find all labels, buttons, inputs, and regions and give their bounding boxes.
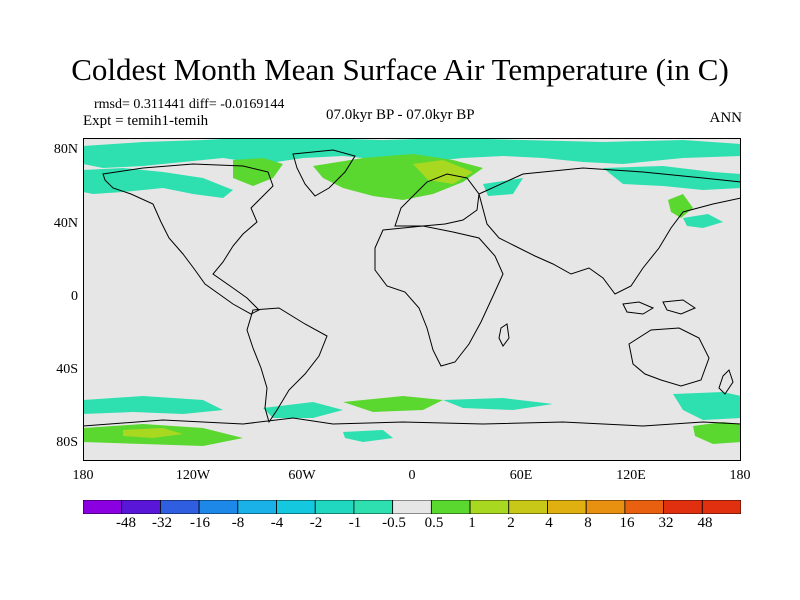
colorbar-label: -16 xyxy=(190,515,210,531)
period-label: 07.0kyr BP - 07.0kyr BP xyxy=(326,107,475,123)
colorbar-label: 8 xyxy=(584,515,592,531)
colorbar-swatch xyxy=(83,500,123,514)
colorbar-label: 2 xyxy=(507,515,515,531)
lon-label-120e: 120E xyxy=(616,468,646,483)
colorbar-swatch xyxy=(469,500,510,514)
colorbar-label: 48 xyxy=(697,515,713,531)
lat-label-40n: 40N xyxy=(53,216,78,231)
colorbar-label: -32 xyxy=(152,515,172,531)
world-map xyxy=(83,138,741,461)
colorbar-swatch xyxy=(160,500,200,514)
colorbar-label: -48 xyxy=(116,515,136,531)
lon-label-0: 0 xyxy=(408,468,416,483)
lon-label-60w: 60W xyxy=(288,468,316,483)
lon-label-120w: 120W xyxy=(175,468,211,483)
colorbar-swatch xyxy=(585,500,626,514)
colorbar xyxy=(83,500,741,514)
colorbar-swatch xyxy=(508,500,548,514)
colorbar-label: -1 xyxy=(348,515,362,531)
colorbar-label: -8 xyxy=(231,515,245,531)
colorbar-swatch xyxy=(430,500,471,514)
colorbar-swatch xyxy=(701,500,741,514)
colorbar-label: 32 xyxy=(658,515,674,531)
coastlines xyxy=(83,149,741,427)
colorbar-label: 4 xyxy=(545,515,553,531)
colorbar-swatch xyxy=(237,500,277,514)
lat-label-0: 0 xyxy=(71,289,78,304)
lon-label-60e: 60E xyxy=(509,468,533,483)
lat-label-80n: 80N xyxy=(53,142,78,157)
colorbar-label: 1 xyxy=(468,515,476,531)
colorbar-label: -2 xyxy=(309,515,323,531)
colorbar-swatch xyxy=(547,500,587,514)
colorbar-swatch xyxy=(198,500,239,514)
stats-text: rmsd= 0.311441 diff= -0.0169144 xyxy=(94,97,285,112)
colorbar-swatch xyxy=(392,500,432,514)
antarctic-anomalies xyxy=(83,392,741,446)
colorbar-swatch xyxy=(663,500,703,514)
map-frame xyxy=(83,138,741,461)
lon-label-180w: 180 xyxy=(72,468,94,483)
lat-label-40s: 40S xyxy=(56,362,78,377)
colorbar-label: -0.5 xyxy=(382,515,406,531)
colorbar-swatch xyxy=(121,500,161,514)
experiment-label: Expt = temih1-temih xyxy=(83,113,209,129)
colorbar-swatch xyxy=(314,500,355,514)
colorbar-label: -4 xyxy=(270,515,284,531)
colorbar-swatch xyxy=(276,500,316,514)
colorbar-label: 0.5 xyxy=(424,515,444,531)
plot-title: Coldest Month Mean Surface Air Temperatu… xyxy=(71,52,729,87)
lat-label-80s: 80S xyxy=(56,435,78,450)
lon-label-180e: 180 xyxy=(729,468,751,483)
colorbar-swatch xyxy=(353,500,394,514)
colorbar-swatch xyxy=(624,500,664,514)
colorbar-label: 16 xyxy=(619,515,635,531)
season-label: ANN xyxy=(709,110,743,126)
